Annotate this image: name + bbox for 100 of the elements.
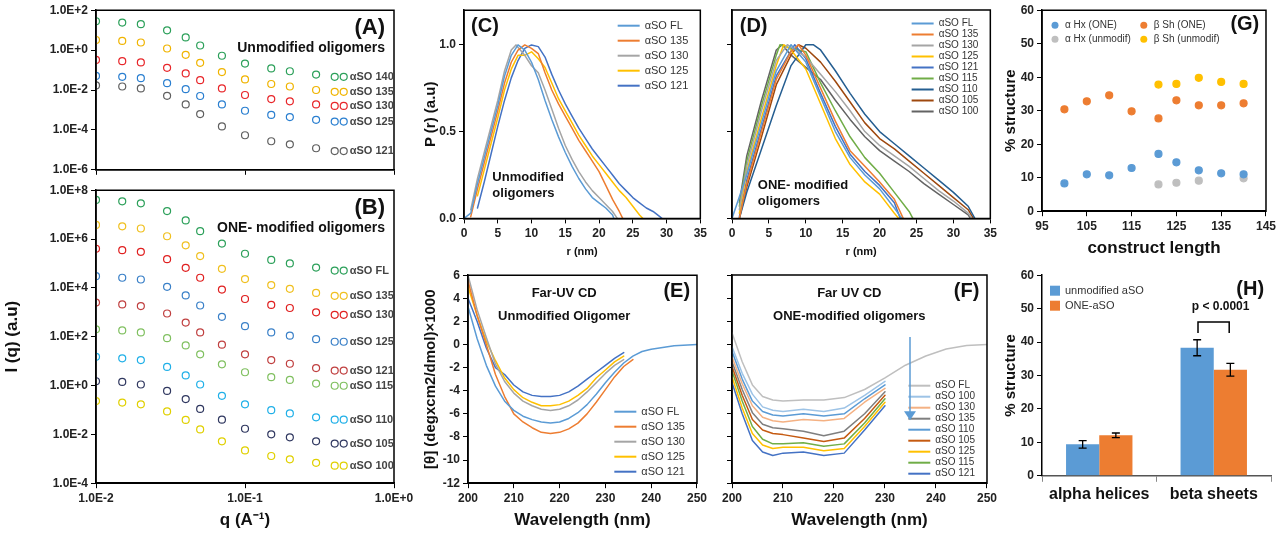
y-tick-label: 1.0E+8 bbox=[49, 182, 89, 197]
x-tick-label: 30 bbox=[946, 225, 961, 240]
y-tick-label: 30 bbox=[1020, 367, 1035, 382]
y-tick-label: 6 bbox=[453, 267, 461, 282]
bar bbox=[1099, 435, 1133, 476]
legend-label: αSO 115 bbox=[938, 72, 979, 84]
y-tick-label: 1.0E-4 bbox=[52, 475, 89, 490]
x-tick-label: 35 bbox=[983, 225, 998, 240]
y-tick-label: 0 bbox=[1027, 468, 1035, 483]
point bbox=[1194, 101, 1203, 110]
y-tick-label: 40 bbox=[1020, 69, 1035, 84]
y-tick-label: 0.0 bbox=[439, 210, 457, 225]
legend-label: αSO 125 bbox=[938, 50, 979, 62]
point bbox=[1127, 163, 1136, 173]
y-tick-label: 1.0E+2 bbox=[49, 329, 89, 344]
x-axis-title: r (nm) bbox=[845, 245, 878, 258]
y-tick-label: 2 bbox=[453, 313, 461, 328]
x-tick-label: 250 bbox=[976, 490, 998, 505]
bar bbox=[1066, 444, 1100, 476]
legend-label: αSO 125 bbox=[641, 449, 685, 462]
legend-label: αSO 110 bbox=[938, 83, 979, 95]
annotation: Unmodified oligomers bbox=[492, 168, 564, 200]
legend-label: αSO 130 bbox=[349, 98, 394, 111]
annotation: (D) bbox=[739, 14, 768, 37]
y-tick-label: 1.0E-2 bbox=[52, 82, 89, 97]
point bbox=[1217, 169, 1226, 178]
x-tick-label: beta sheets bbox=[1169, 484, 1258, 502]
y-tick-label: 50 bbox=[1020, 300, 1035, 315]
point bbox=[1239, 170, 1248, 179]
annotation: (C) bbox=[471, 14, 499, 37]
x-tick-label: 115 bbox=[1121, 218, 1142, 233]
y-tick-label: 60 bbox=[1020, 2, 1035, 17]
legend-label: αSO FL bbox=[644, 18, 683, 31]
x-tick-label: 230 bbox=[874, 490, 896, 505]
legend-label: αSO FL bbox=[935, 379, 971, 391]
x-tick-label: 210 bbox=[772, 490, 794, 505]
legend-label: αSO 130 bbox=[644, 48, 689, 61]
x-tick-label: 10 bbox=[799, 225, 813, 240]
legend-label: ONE-aSO bbox=[1065, 298, 1115, 311]
annotation: (A) bbox=[354, 13, 386, 39]
y-tick-label: 20 bbox=[1020, 136, 1035, 151]
legend-label: αSO 135 bbox=[349, 84, 394, 97]
point bbox=[1239, 79, 1248, 88]
legend-label: αSO 121 bbox=[349, 144, 394, 157]
legend-label: αSO 125 bbox=[349, 334, 394, 347]
legend-label: αSO 110 bbox=[935, 423, 975, 435]
point bbox=[1105, 91, 1114, 100]
annotation: Far-UV CD bbox=[531, 285, 597, 301]
legend-label: αSO 100 bbox=[938, 105, 979, 117]
annotation: ONE- modified oligomers bbox=[757, 176, 849, 209]
y-axis-title: [θ] (degxcm2/dmol)×1000 bbox=[421, 289, 439, 469]
y-tick-label: 1.0 bbox=[439, 37, 457, 52]
legend-label: αSO 125 bbox=[644, 63, 689, 76]
legend-label: αSO 125 bbox=[349, 114, 394, 127]
y-tick-label: 1.0E+0 bbox=[49, 42, 89, 57]
x-tick-label: 35 bbox=[693, 225, 708, 240]
x-tick-label: 0 bbox=[728, 225, 736, 240]
point bbox=[1194, 166, 1203, 175]
x-tick-label: 240 bbox=[925, 490, 947, 505]
point bbox=[1082, 97, 1091, 106]
point bbox=[1127, 107, 1136, 116]
point bbox=[1194, 73, 1203, 82]
point bbox=[1105, 171, 1114, 180]
x-tick-label: 25 bbox=[909, 225, 924, 240]
legend-label: αSO 135 bbox=[938, 28, 979, 40]
x-tick-label: 15 bbox=[836, 225, 850, 240]
annotation: p < 0.0001 bbox=[1191, 298, 1250, 313]
y-tick-label: 1.0E+2 bbox=[49, 2, 89, 17]
y-tick-label: 1.0E-6 bbox=[52, 162, 89, 177]
x-tick-label: 1.0E-1 bbox=[227, 490, 263, 505]
point bbox=[1172, 79, 1181, 88]
legend-label: αSO 135 bbox=[641, 419, 685, 432]
annotation: ONE-modified oligomers bbox=[773, 308, 926, 324]
x-tick-label: 200 bbox=[721, 490, 743, 505]
legend-label: αSO 121 bbox=[644, 78, 689, 91]
annotation: (E) bbox=[663, 279, 691, 302]
x-tick-label: 95 bbox=[1035, 218, 1049, 233]
x-tick-label: 1.0E-2 bbox=[78, 490, 114, 505]
legend-label: αSO 130 bbox=[349, 307, 394, 320]
x-tick-label: 240 bbox=[641, 490, 662, 505]
x-axis-title: Wavelength (nm) bbox=[514, 510, 651, 530]
point bbox=[1154, 80, 1163, 89]
y-tick-label: -8 bbox=[449, 429, 461, 444]
annotation: (B) bbox=[354, 193, 386, 219]
x-tick-label: 220 bbox=[823, 490, 845, 505]
x-tick-label: 15 bbox=[558, 225, 573, 240]
x-tick-label: 210 bbox=[503, 490, 525, 505]
y-tick-label: 1.0E-2 bbox=[52, 426, 89, 441]
point bbox=[1194, 176, 1203, 185]
y-tick-label: 10 bbox=[1020, 434, 1035, 449]
x-axis-title: r (nm) bbox=[566, 245, 599, 258]
point bbox=[1172, 96, 1181, 105]
legend-label: αSO 125 bbox=[935, 445, 976, 457]
legend-label: αSO 140 bbox=[349, 69, 394, 82]
point bbox=[1060, 105, 1069, 114]
legend-label: αSO 130 bbox=[938, 39, 979, 51]
y-tick-label: 1.0E+0 bbox=[49, 377, 89, 392]
annotation: Far UV CD bbox=[817, 285, 882, 301]
x-tick-label: 1.0E+0 bbox=[374, 490, 414, 505]
y-tick-label: -10 bbox=[442, 452, 461, 467]
